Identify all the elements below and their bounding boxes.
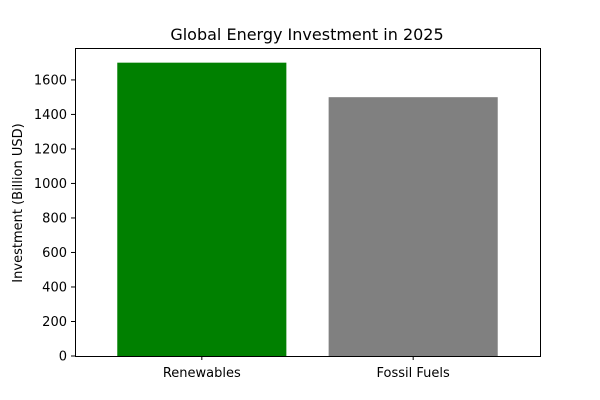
y-ticks-group: 0 200 400 600 800 1000 1200 1400 1600 <box>34 73 75 365</box>
x-ticks-group: Renewables Fossil Fuels <box>163 356 450 381</box>
y-tick-label: 1200 <box>34 142 67 157</box>
x-tick-label: Renewables <box>163 366 241 381</box>
x-tick-label: Fossil Fuels <box>377 366 450 381</box>
chart-title: Global Energy Investment in 2025 <box>170 25 443 44</box>
y-tick-label: 800 <box>42 211 67 226</box>
y-tick-label: 0 <box>59 350 67 365</box>
bars-group <box>117 62 498 357</box>
y-tick-label: 1000 <box>34 177 67 192</box>
bar-fossil-fuels <box>328 97 498 357</box>
plot-frame <box>75 48 541 357</box>
y-tick-label: 600 <box>42 246 67 261</box>
y-axis-label: Investment (Billion USD) <box>11 123 26 282</box>
bar-renewables <box>117 62 287 357</box>
y-tick-label: 200 <box>42 315 67 330</box>
y-tick-label: 400 <box>42 280 67 295</box>
y-tick-label: 1400 <box>34 108 67 123</box>
y-tick-label: 1600 <box>34 73 67 88</box>
